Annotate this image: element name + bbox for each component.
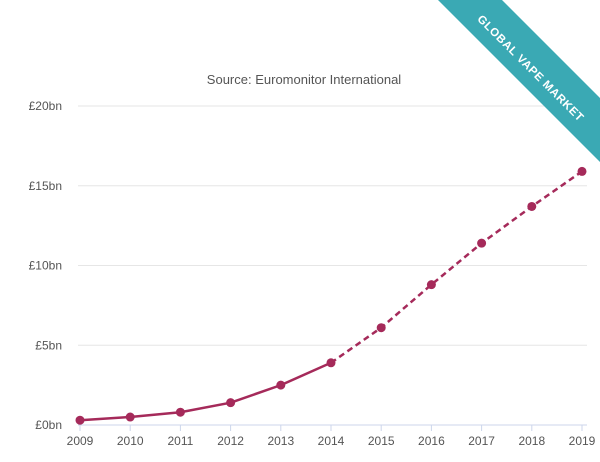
data-point[interactable]	[477, 238, 487, 248]
data-point[interactable]	[226, 398, 236, 408]
ribbon-banner	[438, 0, 600, 162]
data-point[interactable]	[527, 201, 537, 211]
data-point[interactable]	[326, 358, 336, 368]
x-tick-label: 2015	[368, 434, 395, 448]
series-line-actual	[79, 361, 332, 422]
y-tick-label: £20bn	[29, 99, 62, 113]
data-point[interactable]	[577, 166, 587, 176]
grid-lines	[78, 105, 587, 346]
x-tick-label: 2019	[569, 434, 596, 448]
x-tick-label: 2011	[167, 434, 193, 448]
y-tick-label: £5bn	[35, 338, 62, 352]
data-point[interactable]	[75, 415, 85, 425]
x-tick-label: 2016	[418, 434, 445, 448]
series-line-forecast	[330, 170, 583, 364]
x-axis-labels: 2009 2010 2011 2012 2013 2014 2015 2016 2017 2018…	[67, 425, 596, 448]
x-tick-label: 2012	[217, 434, 244, 448]
chart-subtitle: Source: Euromonitor International	[207, 72, 401, 87]
x-tick-label: 2009	[67, 434, 94, 448]
data-point[interactable]	[125, 412, 135, 422]
data-point[interactable]	[175, 407, 185, 417]
series-market-value	[75, 166, 587, 425]
x-tick-label: 2010	[117, 434, 144, 448]
data-point[interactable]	[376, 323, 386, 333]
x-tick-label: 2018	[518, 434, 545, 448]
corner-ribbon: GLOBAL VAPE MARKET	[438, 0, 600, 162]
y-axis-labels: £0bn £5bn £10bn £15bn £20bn	[29, 99, 62, 432]
x-tick-label: 2013	[267, 434, 294, 448]
x-tick-label: 2014	[318, 434, 345, 448]
data-point[interactable]	[426, 280, 436, 290]
x-tick-label: 2017	[468, 434, 495, 448]
data-point[interactable]	[276, 380, 286, 390]
y-tick-label: £0bn	[35, 418, 62, 432]
y-tick-label: £10bn	[29, 259, 62, 273]
y-tick-label: £15bn	[29, 179, 62, 193]
